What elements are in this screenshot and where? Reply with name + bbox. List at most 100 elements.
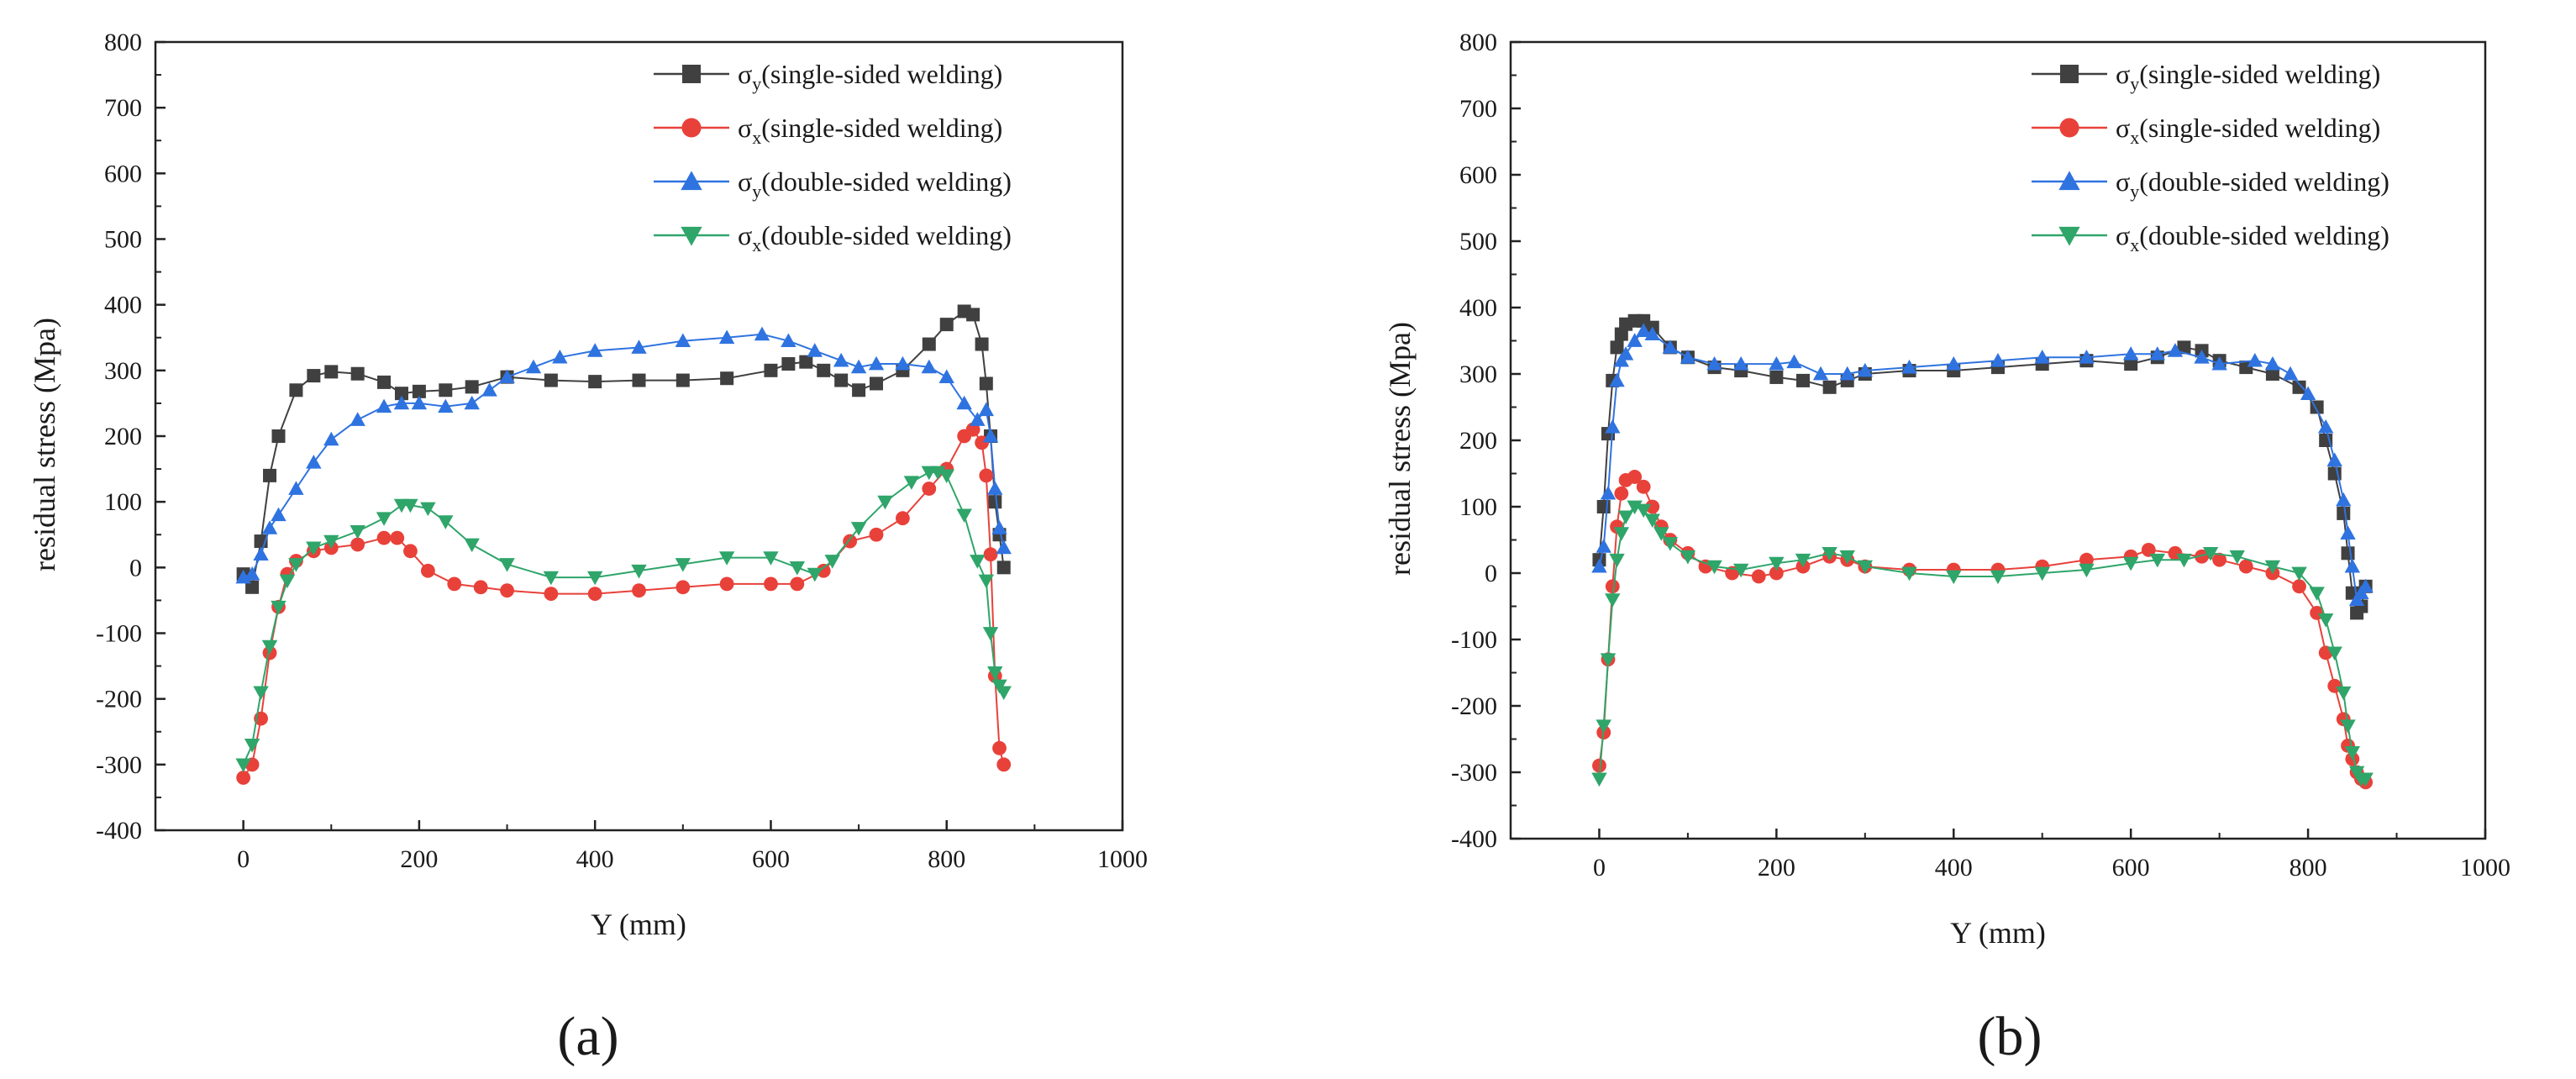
data-point <box>1605 593 1621 608</box>
data-point <box>922 337 936 351</box>
data-point <box>1901 359 1917 374</box>
data-point <box>781 333 796 348</box>
data-point <box>956 508 972 523</box>
data-point <box>1680 350 1696 364</box>
data-point <box>850 359 867 374</box>
data-point <box>2340 525 2356 540</box>
data-point <box>1591 558 1607 573</box>
data-point <box>1822 546 1837 561</box>
data-point <box>2317 419 2334 434</box>
data-point <box>1839 366 1855 381</box>
data-point <box>403 544 418 559</box>
data-point <box>2176 553 2192 568</box>
legend-entry: σy(double-sided welding) <box>2032 166 2389 202</box>
data-point <box>1901 566 1917 582</box>
data-point <box>719 576 734 592</box>
data-point <box>2292 579 2306 594</box>
data-point <box>587 587 602 601</box>
data-point <box>1596 500 1611 513</box>
data-point <box>992 740 1007 755</box>
data-point <box>2212 552 2227 567</box>
data-point <box>2336 686 2352 701</box>
data-point <box>2309 587 2325 601</box>
legend-marker <box>2059 118 2079 138</box>
series-line <box>1598 505 2366 780</box>
data-point <box>2340 719 2356 734</box>
data-point <box>2194 350 2210 364</box>
data-point <box>1732 563 1749 578</box>
data-point <box>2282 366 2299 381</box>
x-tick-label: 1000 <box>1097 845 1148 873</box>
y-tick-label: 600 <box>104 160 142 187</box>
data-point <box>938 369 954 384</box>
data-point <box>675 558 691 572</box>
data-point <box>2358 772 2374 787</box>
y-tick-label: 500 <box>104 226 142 254</box>
data-point <box>781 357 796 371</box>
data-point <box>2344 558 2361 573</box>
data-point <box>420 563 435 578</box>
data-point <box>2079 350 2095 364</box>
data-point <box>870 376 884 391</box>
data-point <box>2358 578 2374 593</box>
legend-marker <box>2058 226 2080 246</box>
data-point <box>1614 486 1629 501</box>
data-point <box>868 355 885 371</box>
data-point <box>982 428 999 443</box>
data-point <box>979 468 994 483</box>
x-tick-label: 400 <box>1935 854 1973 882</box>
data-point <box>718 329 735 345</box>
data-point <box>1610 340 1624 355</box>
data-point <box>1605 419 1621 434</box>
data-point <box>1796 373 1810 387</box>
data-point <box>244 739 260 753</box>
data-point <box>2141 542 2156 557</box>
data-point <box>350 537 365 552</box>
data-point <box>350 412 365 426</box>
data-point <box>764 363 778 377</box>
data-point <box>288 558 304 572</box>
data-point <box>1946 570 1962 585</box>
y-axis-label: residual stress (Mpa) <box>1383 322 1417 576</box>
data-point <box>307 369 321 383</box>
data-point <box>965 422 980 437</box>
data-point <box>261 520 278 534</box>
y-tick-label: -400 <box>96 817 142 845</box>
y-tick-label: 0 <box>1485 560 1497 587</box>
data-point <box>996 561 1011 575</box>
legend-label: σy(double-sided welding) <box>2116 166 2389 202</box>
series-x-double <box>1591 500 2374 787</box>
data-point <box>2247 353 2263 367</box>
x-axis-label: Y (mm) <box>1950 916 2046 950</box>
data-point <box>499 558 515 572</box>
legend-marker <box>681 171 702 191</box>
data-point <box>970 412 986 426</box>
y-tick-label: 200 <box>1459 427 1497 455</box>
y-tick-label: -100 <box>1451 626 1497 654</box>
data-point <box>939 318 954 332</box>
data-point <box>764 576 778 592</box>
data-point <box>350 366 365 381</box>
y-tick-label: 600 <box>1459 161 1497 189</box>
data-point <box>438 398 454 413</box>
data-point <box>544 587 559 601</box>
data-point <box>2337 506 2351 520</box>
data-point <box>586 343 603 357</box>
data-point <box>1795 553 1811 568</box>
y-tick-label: -200 <box>1451 692 1497 720</box>
series-line <box>1598 476 2367 783</box>
panel-label: (b) <box>1978 1006 2042 1067</box>
data-point <box>970 555 986 569</box>
data-point <box>2344 745 2361 761</box>
data-point <box>2122 346 2139 361</box>
legend-marker <box>681 118 702 138</box>
data-point <box>499 369 515 384</box>
data-point <box>877 495 893 510</box>
data-point <box>631 339 647 354</box>
data-point <box>1990 353 2006 367</box>
legend-label: σx(double-sided welding) <box>2116 220 2389 255</box>
data-point <box>1600 486 1617 500</box>
x-tick-label: 1000 <box>2460 854 2510 882</box>
data-point <box>2264 560 2281 575</box>
